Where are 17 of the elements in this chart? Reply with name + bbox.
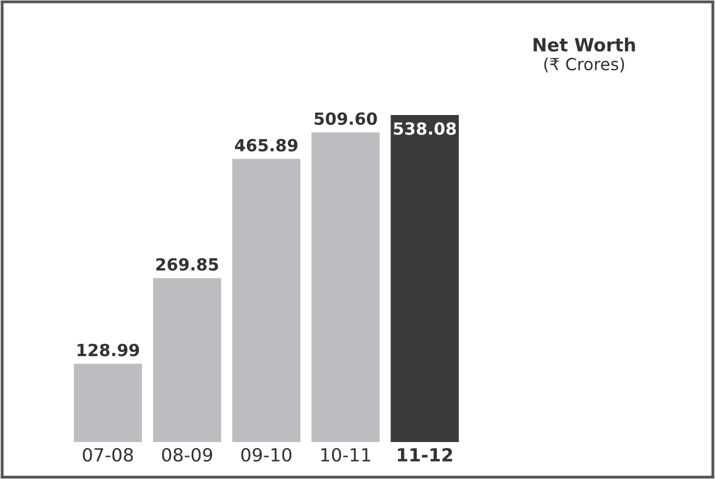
text: (₹ Crores) [544, 58, 624, 72]
x-tick-label: 09-10 [241, 448, 292, 462]
bar [153, 278, 222, 442]
x-tick-label: 10-11 [321, 448, 370, 462]
x-tick-label: 07-08 [82, 448, 133, 462]
data-label: 538.08 [394, 122, 456, 135]
data-label: 128.99 [78, 344, 140, 356]
bar [311, 132, 380, 442]
text: Net Worth [534, 38, 635, 52]
data-label: 269.85 [156, 258, 218, 271]
x-tick-label: 11-12 [398, 448, 452, 462]
bar [390, 115, 459, 442]
bar [232, 158, 300, 442]
data-label: 509.60 [314, 112, 377, 125]
data-label: 465.89 [234, 138, 298, 152]
bar [74, 364, 142, 442]
x-tick-label: 08-09 [162, 448, 212, 462]
